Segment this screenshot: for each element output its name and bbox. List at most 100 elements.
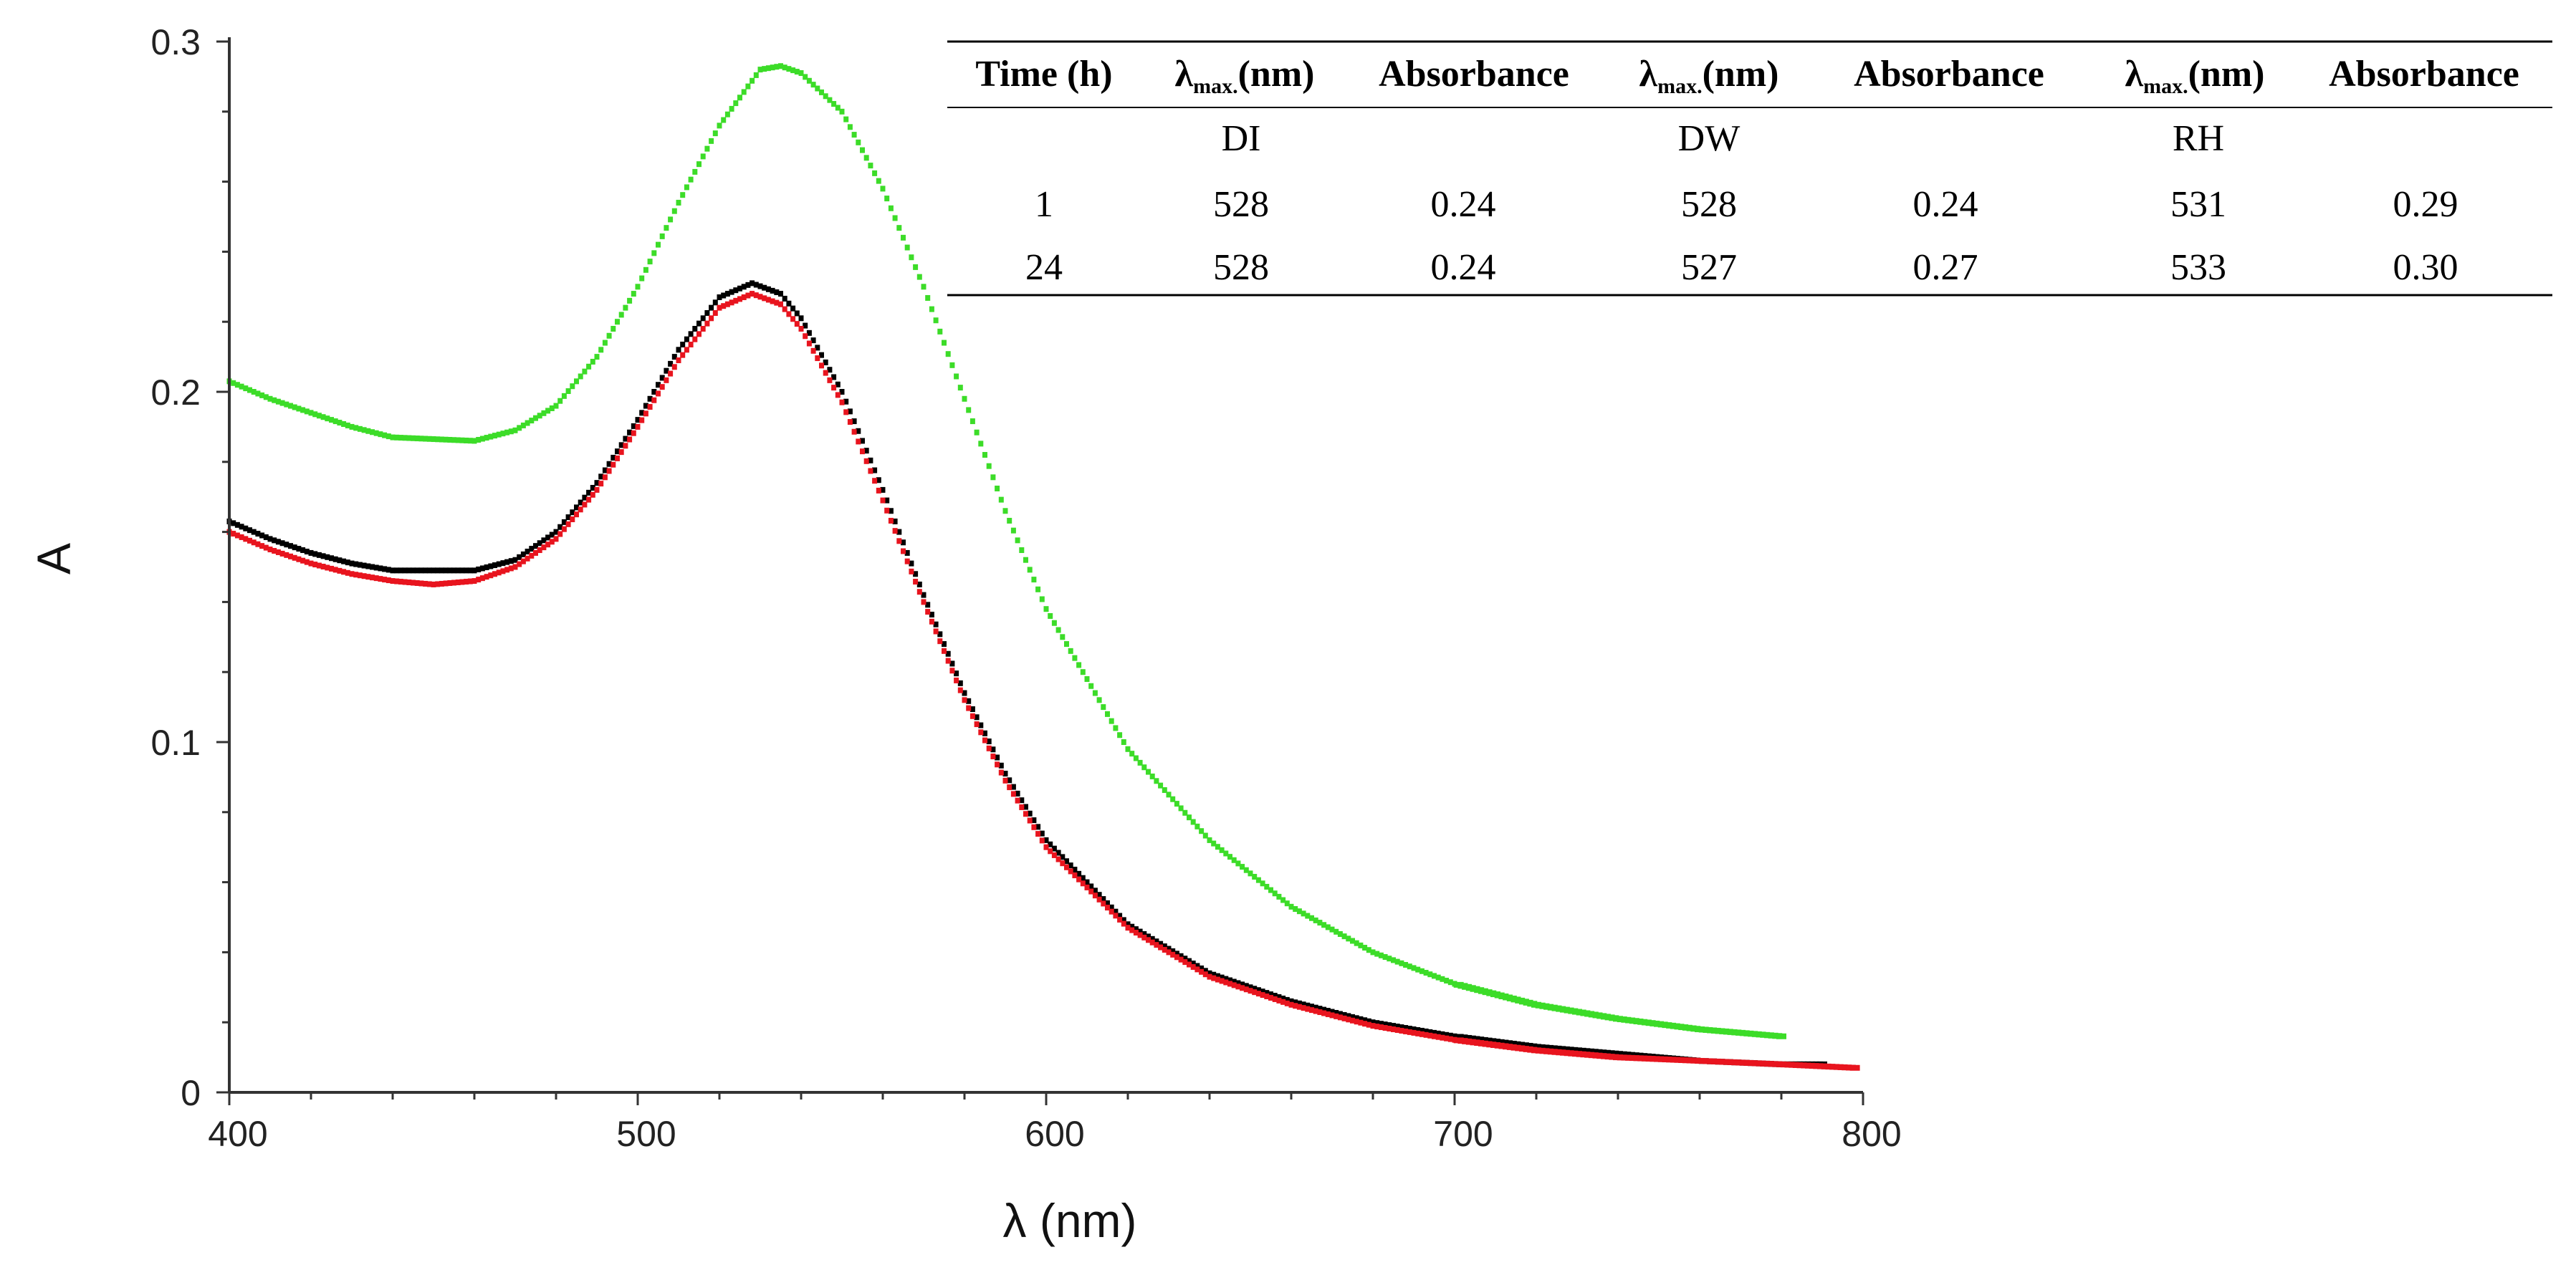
data-point bbox=[937, 631, 943, 638]
data-point bbox=[709, 304, 714, 311]
data-point bbox=[916, 274, 922, 280]
data-point bbox=[949, 668, 955, 674]
data-point bbox=[888, 205, 894, 211]
data-point bbox=[1010, 791, 1016, 797]
data-point bbox=[709, 138, 714, 144]
data-point bbox=[1117, 913, 1123, 919]
data-point bbox=[467, 578, 473, 585]
data-point bbox=[794, 321, 800, 327]
data-point bbox=[578, 499, 583, 506]
data-point bbox=[325, 564, 330, 571]
data-point bbox=[471, 578, 477, 585]
data-point bbox=[1084, 884, 1090, 890]
data-point bbox=[373, 575, 379, 582]
data-point bbox=[803, 322, 808, 329]
data-point bbox=[1255, 991, 1261, 997]
data-point bbox=[1068, 648, 1073, 654]
data-point bbox=[704, 145, 710, 152]
data-point bbox=[1031, 817, 1037, 824]
data-point bbox=[602, 467, 608, 473]
data-point bbox=[831, 385, 837, 391]
data-point bbox=[1060, 854, 1066, 860]
data-point bbox=[1350, 1014, 1355, 1020]
data-point bbox=[1301, 910, 1306, 917]
data-point bbox=[1321, 1006, 1327, 1013]
data-point bbox=[325, 554, 330, 560]
data-point bbox=[618, 449, 624, 456]
data-point bbox=[1423, 1031, 1429, 1038]
data-point bbox=[1096, 896, 1102, 903]
data-point bbox=[1031, 824, 1037, 830]
data-point bbox=[684, 347, 689, 353]
data-point bbox=[762, 66, 767, 72]
data-point bbox=[1202, 832, 1208, 839]
data-point bbox=[1362, 945, 1368, 951]
data-point bbox=[1002, 771, 1008, 777]
data-point bbox=[304, 559, 310, 565]
data-point bbox=[292, 544, 297, 551]
data-point bbox=[259, 532, 265, 539]
data-point bbox=[590, 358, 595, 365]
series-green bbox=[226, 63, 1786, 1039]
data-point bbox=[615, 455, 620, 461]
data-point bbox=[406, 567, 412, 574]
data-point bbox=[1137, 932, 1143, 938]
data-point bbox=[373, 430, 379, 436]
data-point bbox=[1321, 922, 1327, 928]
data-point bbox=[1182, 956, 1188, 962]
data-point bbox=[1235, 983, 1241, 990]
data-point bbox=[880, 486, 886, 493]
data-point bbox=[606, 468, 612, 474]
data-point bbox=[533, 549, 538, 556]
data-point bbox=[259, 543, 265, 549]
table-header-lambda-2: λmax.(nm) bbox=[1639, 54, 1779, 98]
data-point bbox=[709, 315, 714, 322]
data-point bbox=[1170, 948, 1176, 954]
data-point bbox=[520, 558, 526, 564]
data-point bbox=[586, 489, 592, 496]
data-point bbox=[1387, 956, 1392, 962]
table-cell: 0.24 bbox=[1431, 184, 1496, 225]
data-point bbox=[479, 436, 485, 442]
data-point bbox=[696, 331, 702, 337]
data-point bbox=[1264, 994, 1270, 1000]
data-point bbox=[639, 417, 645, 423]
data-point bbox=[1051, 845, 1057, 852]
data-point bbox=[1248, 988, 1253, 994]
data-point bbox=[851, 428, 857, 435]
data-point bbox=[721, 292, 727, 299]
data-point bbox=[284, 552, 289, 558]
data-point bbox=[557, 531, 563, 537]
data-point bbox=[300, 407, 306, 413]
data-point bbox=[724, 111, 730, 117]
data-point bbox=[729, 105, 734, 112]
data-point bbox=[1329, 926, 1335, 933]
data-point bbox=[1019, 547, 1025, 554]
data-point bbox=[467, 567, 473, 574]
data-point bbox=[1051, 620, 1057, 626]
data-point bbox=[431, 581, 436, 587]
data-point bbox=[1064, 864, 1069, 870]
data-point bbox=[990, 754, 996, 760]
data-point bbox=[688, 176, 694, 183]
data-point bbox=[611, 454, 616, 461]
data-point bbox=[1015, 797, 1020, 804]
data-point bbox=[1194, 966, 1200, 973]
data-point bbox=[1039, 837, 1045, 844]
data-point bbox=[426, 436, 432, 442]
data-point bbox=[234, 521, 240, 528]
data-point bbox=[1399, 960, 1404, 966]
data-point bbox=[750, 77, 755, 84]
data-point bbox=[504, 567, 510, 573]
data-point bbox=[1403, 962, 1409, 968]
data-point bbox=[757, 283, 763, 289]
data-point bbox=[508, 558, 514, 564]
data-point bbox=[1002, 777, 1008, 784]
data-point bbox=[1023, 557, 1028, 563]
data-point bbox=[998, 762, 1004, 769]
data-point bbox=[231, 520, 236, 526]
data-point bbox=[1076, 876, 1082, 882]
table-row: 24 528 0.24 527 0.27 533 0.30 bbox=[1025, 247, 2458, 288]
data-point bbox=[586, 496, 592, 503]
data-point bbox=[721, 117, 727, 123]
